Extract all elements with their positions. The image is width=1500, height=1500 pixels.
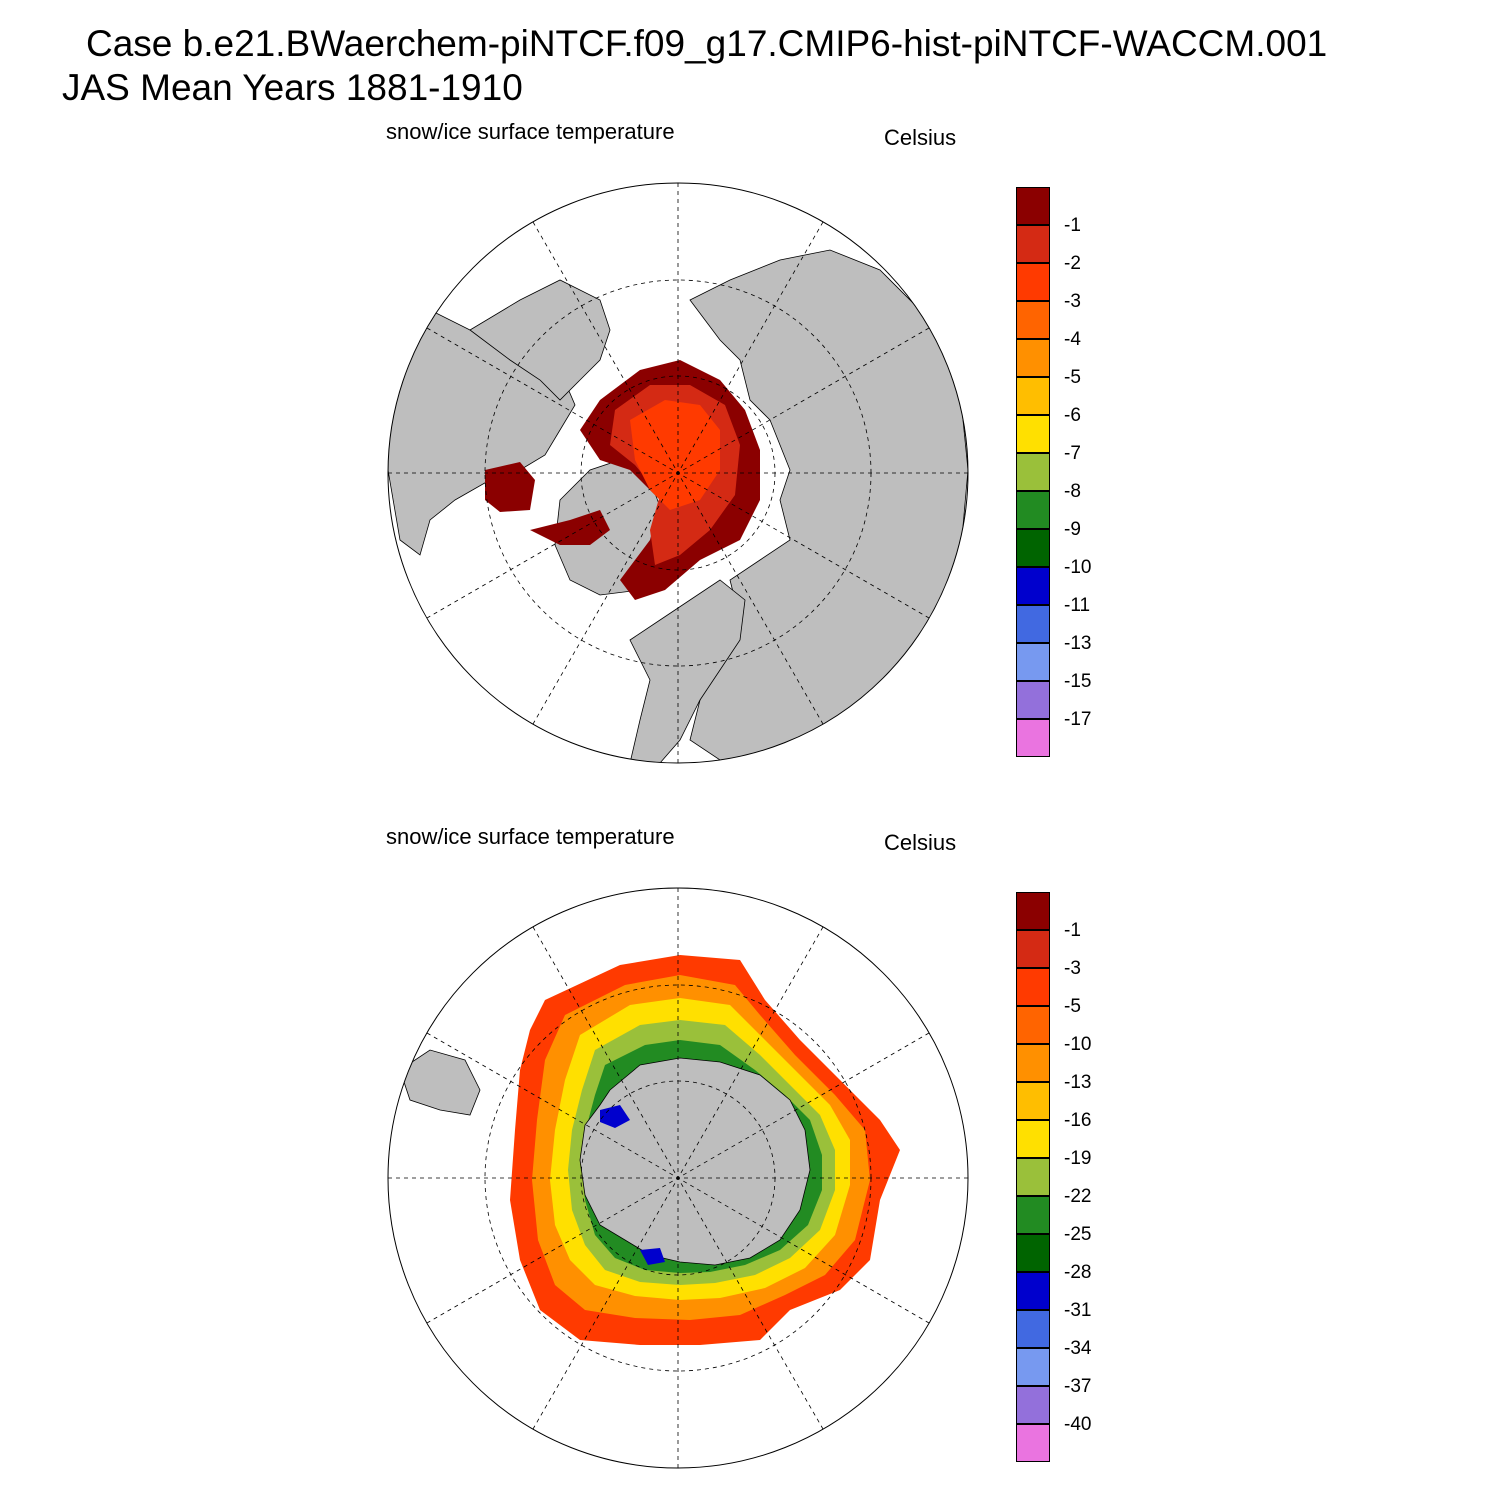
colorbar-tick-label: -1 <box>1064 215 1081 236</box>
colorbar-swatch <box>1016 453 1050 491</box>
colorbar-swatch <box>1016 1158 1050 1196</box>
colorbar-tick-label: -13 <box>1064 633 1092 654</box>
colorbar-swatch <box>1016 415 1050 453</box>
colorbar-swatch <box>1016 491 1050 529</box>
north-ice-baffin <box>530 510 610 545</box>
south-map-border <box>387 887 969 1469</box>
colorbar-swatch <box>1016 567 1050 605</box>
colorbar-tick-label: -28 <box>1064 1262 1092 1283</box>
colorbar-swatch <box>1016 1006 1050 1044</box>
colorbar-swatch <box>1016 930 1050 968</box>
colorbar-tick-label: -1 <box>1064 920 1081 941</box>
colorbar-tick-label: -15 <box>1064 671 1092 692</box>
plot-title-period: JAS Mean Years 1881-1910 <box>62 67 523 108</box>
colorbar-tick-label: -31 <box>1064 1300 1092 1321</box>
colorbar-swatch <box>1016 605 1050 643</box>
colorbar-tick-label: -17 <box>1064 709 1092 730</box>
colorbar-swatch <box>1016 968 1050 1006</box>
colorbar-swatch <box>1016 187 1050 225</box>
colorbar-tick-label: -5 <box>1064 367 1081 388</box>
north-land-eurasia <box>689 249 968 761</box>
north-graticule <box>388 183 968 763</box>
colorbar-tick-label: -37 <box>1064 1376 1092 1397</box>
colorbar-tick-label: -40 <box>1064 1414 1092 1435</box>
colorbar-tick-label: -8 <box>1064 481 1081 502</box>
colorbar-tick-label: -5 <box>1064 996 1081 1017</box>
south-ice-weddell-blue <box>600 1105 630 1128</box>
north-ice-inner <box>630 400 720 510</box>
south-graticule <box>388 888 968 1468</box>
colorbar-tick-label: -3 <box>1064 958 1081 979</box>
colorbar-tick-label: -3 <box>1064 291 1081 312</box>
colorbar-tick-label: -13 <box>1064 1072 1092 1093</box>
colorbar-swatch <box>1016 301 1050 339</box>
panel-north-variable-label: snow/ice surface temperature <box>386 119 675 144</box>
north-map-border <box>387 182 969 764</box>
colorbar-tick-label: -16 <box>1064 1110 1092 1131</box>
colorbar-swatch <box>1016 339 1050 377</box>
panel-south-units-label: Celsius <box>884 830 957 855</box>
colorbar-swatch <box>1016 1234 1050 1272</box>
colorbar-swatch <box>1016 1196 1050 1234</box>
colorbar-swatch <box>1016 1272 1050 1310</box>
colorbar-tick-label: -10 <box>1064 557 1092 578</box>
colorbar-tick-label: -34 <box>1064 1338 1092 1359</box>
panel-south-variable-label: snow/ice surface temperature <box>386 824 675 849</box>
colorbar-swatch <box>1016 643 1050 681</box>
colorbar-tick-label: -19 <box>1064 1148 1092 1169</box>
colorbar-swatch <box>1016 1044 1050 1082</box>
panel-north-units-label: Celsius <box>884 125 957 150</box>
colorbar-tick-label: -10 <box>1064 1034 1092 1055</box>
colorbar-swatch <box>1016 263 1050 301</box>
colorbar-tick-label: -4 <box>1064 329 1081 350</box>
colorbar-swatch <box>1016 225 1050 263</box>
colorbar-swatch <box>1016 529 1050 567</box>
south-ice-ross-blue <box>640 1248 665 1265</box>
colorbar-tick-label: -9 <box>1064 519 1081 540</box>
colorbar-swatch <box>1016 377 1050 415</box>
colorbar-tick-label: -2 <box>1064 253 1081 274</box>
colorbar-tick-label: -7 <box>1064 443 1081 464</box>
plot-title-case: Case b.e21.BWaerchem-piNTCF.f09_g17.CMIP… <box>86 23 1328 64</box>
south-land-antarctica <box>579 1057 811 1266</box>
colorbar-tick-label: -22 <box>1064 1186 1092 1207</box>
colorbar-swatch <box>1016 719 1050 757</box>
south-land-south-america <box>399 1049 481 1116</box>
colorbar-swatch <box>1016 892 1050 930</box>
colorbar-swatch <box>1016 1120 1050 1158</box>
north-ice-hudson <box>485 462 535 512</box>
colorbar-tick-label: -6 <box>1064 405 1081 426</box>
colorbar-swatch <box>1016 1310 1050 1348</box>
colorbar-swatch <box>1016 1082 1050 1120</box>
colorbar-swatch <box>1016 1424 1050 1462</box>
colorbar-tick-label: -11 <box>1064 595 1091 616</box>
colorbar-swatch <box>1016 681 1050 719</box>
north-land-europe <box>629 579 746 763</box>
colorbar-tick-label: -25 <box>1064 1224 1092 1245</box>
colorbar-swatch <box>1016 1348 1050 1386</box>
colorbar-swatch <box>1016 1386 1050 1424</box>
